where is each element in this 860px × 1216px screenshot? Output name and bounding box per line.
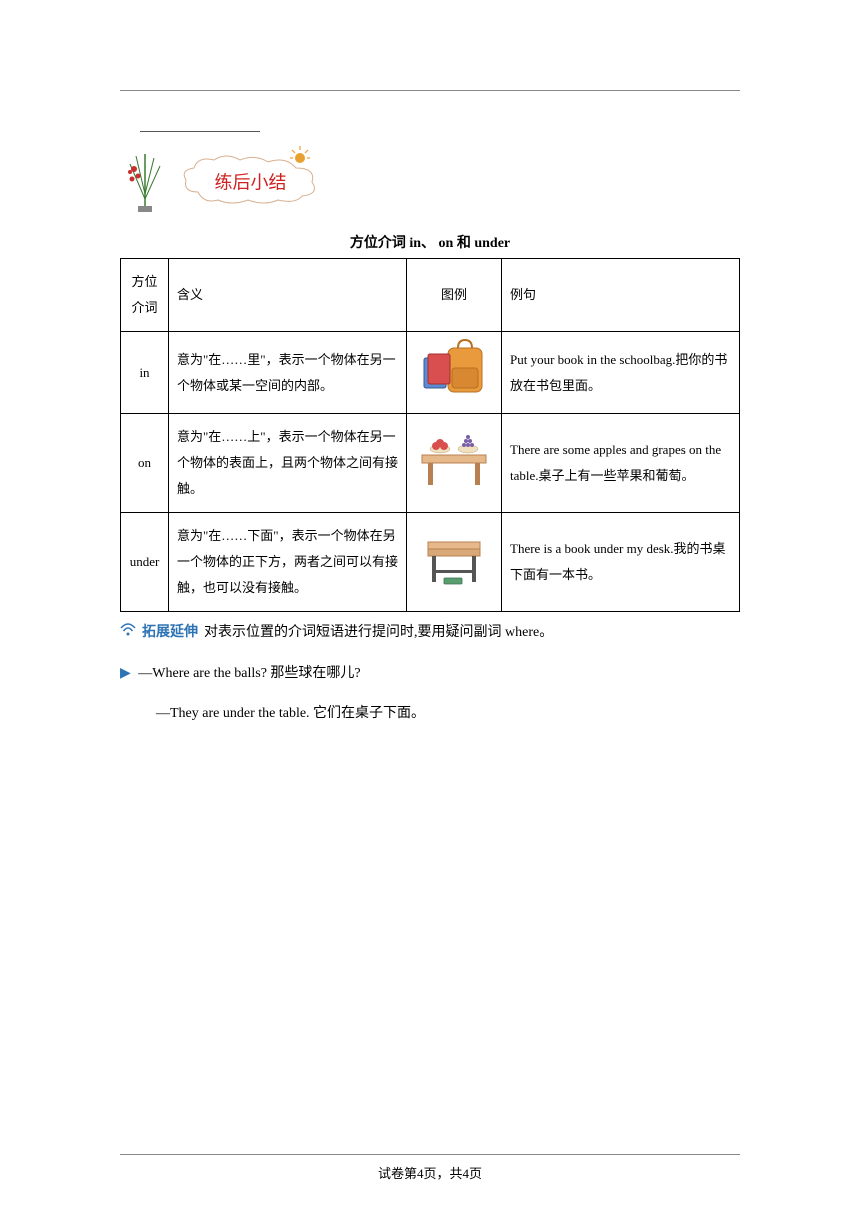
table-row-under: under 意为"在……下面"，表示一个物体在另一个物体的正下方，两者之间可以有… [121,513,740,612]
extension-row: 拓展延伸 对表示位置的介词短语进行提问时,要用疑问副词 where。 [120,618,740,647]
cell-meaning-in: 意为"在……里"，表示一个物体在另一个物体或某一空间的内部。 [169,332,407,414]
schoolbag-icon [414,338,494,398]
example-a-text: —They are under the table. 它们在桌子下面。 [156,706,425,721]
cell-meaning-on: 意为"在……上"，表示一个物体在另一个物体的表面上，且两个物体之间有接触。 [169,414,407,513]
cell-example-on: There are some apples and grapes on the … [502,414,740,513]
table-row-in: in 意为"在……里"，表示一个物体在另一个物体或某一空间的内部。 Put yo… [121,332,740,414]
th-prep: 方位介词 [121,259,169,332]
summary-cloud: 练后小结 [178,152,323,207]
example-answer: —They are under the table. 它们在桌子下面。 [120,701,740,728]
section-title: 方位介词 in、 on 和 under [120,232,740,252]
table-header-row: 方位介词 含义 图例 例句 [121,259,740,332]
wifi-icon [120,620,136,647]
cell-example-in: Put your book in the schoolbag.把你的书放在书包里… [502,332,740,414]
table-row-on: on 意为"在……上"，表示一个物体在另一个物体的表面上，且两个物体之间有接触。 [121,414,740,513]
prepositions-table: 方位介词 含义 图例 例句 in 意为"在……里"，表示一个物体在另一个物体或某… [120,258,740,612]
footer-text: 试卷第4页，共4页 [378,1166,482,1181]
arrow-icon: ▶ [120,666,131,681]
top-rule [120,90,740,91]
example-question: ▶ —Where are the balls? 那些球在哪儿? [120,661,740,688]
cell-prep-in: in [121,332,169,414]
footer-rule [120,1154,740,1155]
th-meaning: 含义 [169,259,407,332]
extension-label: 拓展延伸 [142,618,198,645]
cell-img-under [407,513,502,612]
cell-img-in [407,332,502,414]
example-q-text: —Where are the balls? 那些球在哪儿? [138,666,360,681]
cell-example-under: There is a book under my desk.我的书桌下面有一本书… [502,513,740,612]
th-img: 图例 [407,259,502,332]
cell-prep-on: on [121,414,169,513]
cell-meaning-under: 意为"在……下面"，表示一个物体在另一个物体的正下方，两者之间可以有接触，也可以… [169,513,407,612]
short-rule [140,131,260,132]
plant-icon [120,144,170,214]
cell-img-on [407,414,502,513]
cell-prep-under: under [121,513,169,612]
extension-text: 对表示位置的介词短语进行提问时,要用疑问副词 where。 [204,620,553,647]
summary-label: 练后小结 [178,169,323,195]
table-fruit-icon [414,429,494,489]
th-example: 例句 [502,259,740,332]
summary-badge: 练后小结 [120,144,740,214]
sun-icon [289,144,311,166]
desk-book-icon [414,528,494,588]
page-footer: 试卷第4页，共4页 [0,1154,860,1182]
